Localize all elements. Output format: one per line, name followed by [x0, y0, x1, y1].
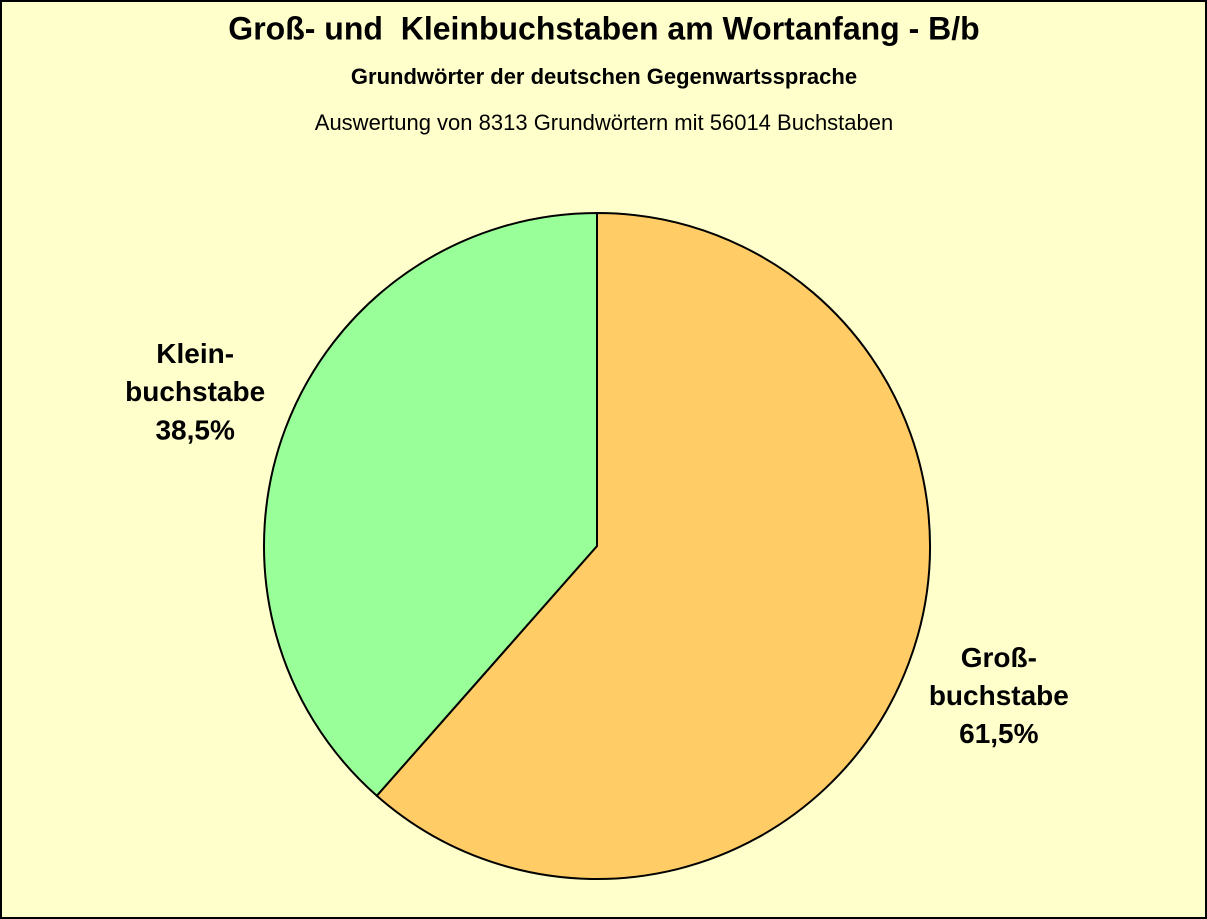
pie-slice — [375, 211, 931, 880]
chart-title: Groß- und Kleinbuchstaben am Wortanfang … — [228, 10, 979, 46]
category-label: Klein-buchstabe — [125, 339, 265, 408]
category-label: Groß-buchstabe — [929, 642, 1069, 711]
pie-slice — [263, 211, 598, 798]
slice-label: Klein-buchstabe 38,5% — [125, 339, 265, 446]
chart-note: Auswertung von 8313 Grundwörtern mit 560… — [315, 110, 893, 135]
value-label: 38,5% — [155, 415, 234, 446]
chart-subtitle: Grundwörter der deutschen Gegenwartsspra… — [351, 64, 857, 89]
value-label: 61,5% — [959, 718, 1038, 749]
slice-label: Groß-buchstabe 61,5% — [929, 642, 1069, 749]
